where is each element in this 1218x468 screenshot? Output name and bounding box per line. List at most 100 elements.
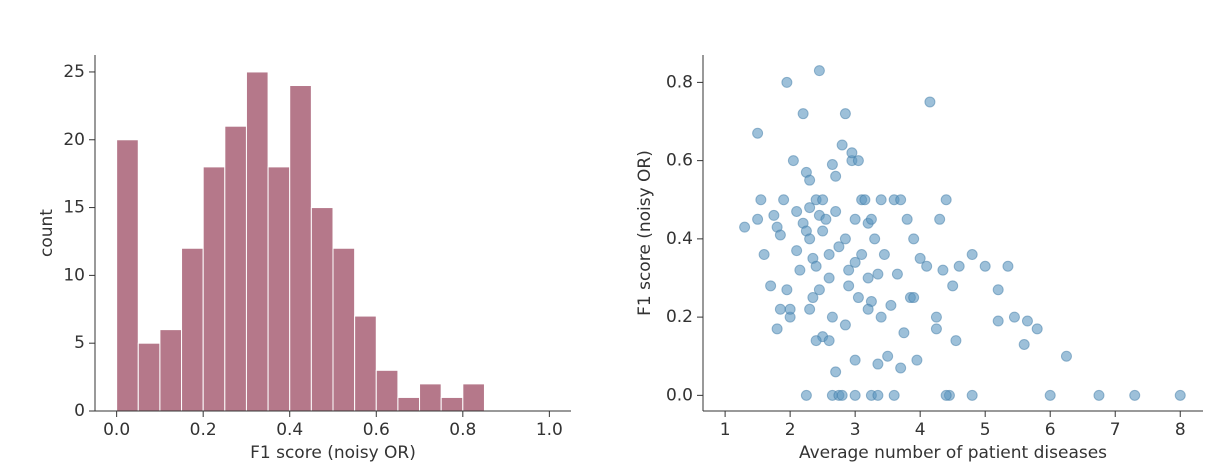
- point: [1018, 338, 1030, 350]
- point: [813, 284, 825, 296]
- x-axis-label: F1 score (noisy OR): [250, 443, 416, 463]
- point: [930, 323, 942, 335]
- x-tick-label: 4: [915, 420, 926, 440]
- point: [895, 362, 907, 374]
- point: [839, 319, 851, 331]
- point: [862, 303, 874, 315]
- point: [930, 311, 942, 323]
- bar: [397, 396, 421, 412]
- y-tick-label: 10: [63, 265, 85, 285]
- point: [869, 233, 881, 245]
- point: [843, 264, 855, 276]
- point: [768, 209, 780, 221]
- point: [804, 174, 816, 186]
- point: [771, 323, 783, 335]
- point: [992, 315, 1004, 327]
- point: [820, 213, 832, 225]
- point: [752, 127, 764, 139]
- point: [823, 335, 835, 347]
- point: [839, 108, 851, 120]
- point: [966, 389, 978, 401]
- point: [885, 299, 897, 311]
- point: [865, 213, 877, 225]
- point: [901, 213, 913, 225]
- y-tick-label: 5: [74, 333, 85, 353]
- point: [791, 245, 803, 257]
- point: [947, 280, 959, 292]
- point: [888, 389, 900, 401]
- point: [758, 249, 770, 261]
- point: [817, 225, 829, 237]
- x-tick-label: 8: [1175, 420, 1186, 440]
- bar: [354, 315, 377, 412]
- point: [823, 272, 835, 284]
- point: [1129, 389, 1141, 401]
- point: [849, 213, 861, 225]
- point: [849, 256, 861, 268]
- point: [852, 292, 864, 304]
- bar: [310, 207, 334, 412]
- x-tick-label: 6: [1045, 420, 1056, 440]
- x-axis-label: Average number of patient diseases: [799, 443, 1107, 463]
- point: [940, 389, 952, 401]
- point: [856, 249, 868, 261]
- point: [830, 205, 842, 217]
- point: [807, 292, 819, 304]
- point: [810, 335, 822, 347]
- point: [1008, 311, 1020, 323]
- point: [895, 194, 907, 206]
- y-tick-label: 15: [63, 198, 85, 218]
- point: [992, 284, 1004, 296]
- point: [1031, 323, 1043, 335]
- y-axis-label: F1 score (noisy OR): [635, 150, 655, 316]
- point: [839, 233, 851, 245]
- bar: [375, 369, 399, 412]
- x-tick-label: 3: [850, 420, 861, 440]
- point: [804, 202, 816, 214]
- y-tick-label: 0.6: [666, 151, 693, 171]
- x-tick-label: 7: [1110, 420, 1121, 440]
- x-tick-label: 1.0: [536, 420, 563, 440]
- point: [872, 268, 884, 280]
- bar: [159, 329, 183, 412]
- point: [804, 233, 816, 245]
- point: [1021, 315, 1033, 327]
- bar: [116, 139, 139, 412]
- point: [830, 366, 842, 378]
- point: [1002, 260, 1014, 272]
- point: [781, 284, 793, 296]
- point: [878, 249, 890, 261]
- bar: [332, 247, 356, 412]
- bar: [440, 396, 464, 412]
- point: [872, 389, 884, 401]
- point: [950, 335, 962, 347]
- point: [843, 280, 855, 292]
- point: [875, 194, 887, 206]
- point: [804, 303, 816, 315]
- point: [810, 260, 822, 272]
- point: [908, 233, 920, 245]
- bar: [267, 166, 291, 412]
- point: [891, 268, 903, 280]
- point: [1060, 350, 1072, 362]
- bar: [137, 342, 161, 412]
- point: [774, 229, 786, 241]
- point: [1174, 389, 1186, 401]
- point: [940, 194, 952, 206]
- point: [846, 147, 858, 159]
- point: [859, 194, 871, 206]
- bar: [462, 383, 485, 412]
- point: [755, 194, 767, 206]
- x-tick-label: 1: [720, 420, 731, 440]
- point: [752, 213, 764, 225]
- x-tick-label: 0.2: [190, 420, 217, 440]
- point: [1044, 389, 1056, 401]
- point: [765, 280, 777, 292]
- y-tick-label: 0.8: [666, 72, 693, 92]
- point: [875, 311, 887, 323]
- point: [826, 311, 838, 323]
- point: [979, 260, 991, 272]
- point: [849, 389, 861, 401]
- point: [914, 252, 926, 264]
